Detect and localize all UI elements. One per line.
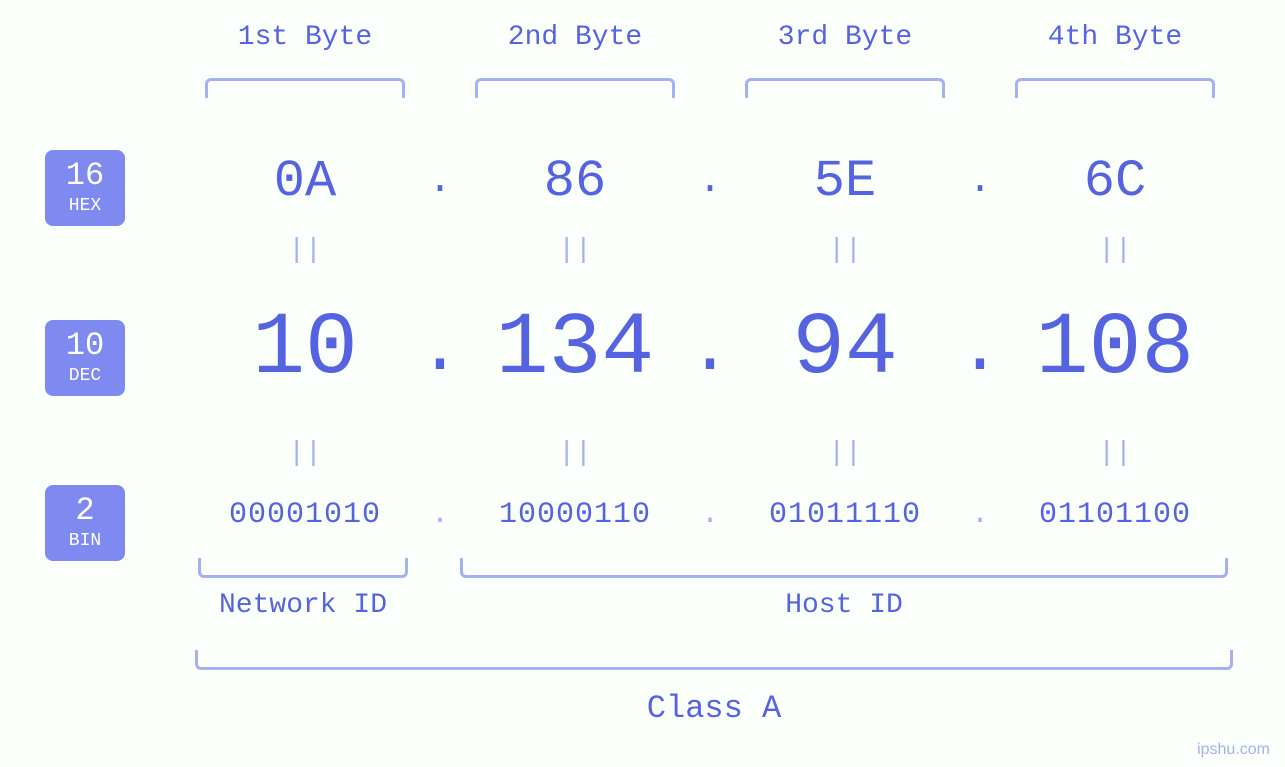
dec-byte-3: 94 <box>792 300 898 399</box>
bin-badge-label: BIN <box>45 531 125 553</box>
network-id-label: Network ID <box>219 590 387 621</box>
byte-label-3: 3rd Byte <box>778 22 912 53</box>
network-id-label-wrap: Network ID <box>198 590 408 621</box>
dec-row: 10 . 134 . 94 . 108 <box>190 300 1245 399</box>
byte-label-1: 1st Byte <box>238 22 372 53</box>
bin-row: 00001010 . 10000110 . 01011110 . 0110110… <box>190 498 1245 532</box>
byte-labels-row: 1st Byte 2nd Byte 3rd Byte 4th Byte <box>190 22 1245 53</box>
hex-badge: 16 HEX <box>45 150 125 226</box>
top-brackets-row <box>190 78 1245 98</box>
eq-2-4: || <box>1098 438 1132 469</box>
host-id-label: Host ID <box>785 590 903 621</box>
bin-badge-base: 2 <box>45 495 125 527</box>
eq-row-2: || || || || <box>190 438 1245 469</box>
dec-badge-label: DEC <box>45 366 125 388</box>
hex-row: 0A . 86 . 5E . 6C <box>190 152 1245 211</box>
dec-dot-2: . <box>688 309 731 391</box>
host-id-label-wrap: Host ID <box>460 590 1228 621</box>
hex-byte-2: 86 <box>544 152 606 211</box>
bin-dot-1: . <box>431 498 449 532</box>
hex-byte-1: 0A <box>274 152 336 211</box>
class-bracket <box>195 650 1233 670</box>
top-bracket-1 <box>205 78 405 98</box>
bin-dot-3: . <box>971 498 989 532</box>
eq-2-2: || <box>558 438 592 469</box>
top-bracket-2 <box>475 78 675 98</box>
bin-byte-3: 01011110 <box>769 498 921 532</box>
hex-badge-base: 16 <box>45 160 125 192</box>
byte-label-2: 2nd Byte <box>508 22 642 53</box>
dec-byte-1: 10 <box>252 300 358 399</box>
eq-1-1: || <box>288 235 322 266</box>
eq-1-3: || <box>828 235 862 266</box>
hex-byte-3: 5E <box>814 152 876 211</box>
top-bracket-4 <box>1015 78 1215 98</box>
eq-2-1: || <box>288 438 322 469</box>
bin-byte-2: 10000110 <box>499 498 651 532</box>
dec-badge-base: 10 <box>45 330 125 362</box>
hex-dot-2: . <box>698 159 722 204</box>
dec-dot-1: . <box>418 309 461 391</box>
class-label: Class A <box>647 690 781 727</box>
byte-label-4: 4th Byte <box>1048 22 1182 53</box>
eq-2-3: || <box>828 438 862 469</box>
host-id-bracket <box>460 558 1228 578</box>
network-id-bracket <box>198 558 408 578</box>
dec-dot-3: . <box>958 309 1001 391</box>
eq-1-4: || <box>1098 235 1132 266</box>
bin-badge: 2 BIN <box>45 485 125 561</box>
bin-byte-1: 00001010 <box>229 498 381 532</box>
eq-row-1: || || || || <box>190 235 1245 266</box>
bin-dot-2: . <box>701 498 719 532</box>
bin-byte-4: 01101100 <box>1039 498 1191 532</box>
dec-byte-2: 134 <box>496 300 654 399</box>
hex-byte-4: 6C <box>1084 152 1146 211</box>
hex-dot-1: . <box>428 159 452 204</box>
class-label-wrap: Class A <box>195 690 1233 727</box>
top-bracket-3 <box>745 78 945 98</box>
dec-badge: 10 DEC <box>45 320 125 396</box>
hex-badge-label: HEX <box>45 196 125 218</box>
hex-dot-3: . <box>968 159 992 204</box>
watermark: ipshu.com <box>1197 741 1270 759</box>
eq-1-2: || <box>558 235 592 266</box>
dec-byte-4: 108 <box>1036 300 1194 399</box>
